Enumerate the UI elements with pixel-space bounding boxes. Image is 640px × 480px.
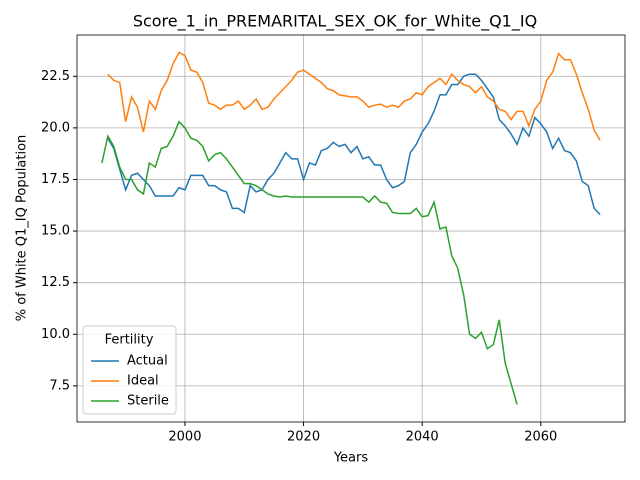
legend-label: Sterile bbox=[127, 394, 169, 409]
plot-frame bbox=[76, 34, 626, 423]
x-axis-label: Years bbox=[333, 451, 369, 466]
y-tick-label: 7.5 bbox=[49, 378, 70, 393]
line-series bbox=[107, 73, 601, 216]
x-tick-label: 2000 bbox=[168, 430, 201, 445]
line-series bbox=[101, 120, 518, 405]
y-axis-label: % of White Q1_IQ Population bbox=[15, 135, 30, 322]
y-tick-label: 17.5 bbox=[41, 172, 70, 187]
legend-title: Fertility bbox=[105, 333, 154, 348]
x-tick-label: 2060 bbox=[524, 430, 557, 445]
y-tick-label: 12.5 bbox=[41, 275, 70, 290]
y-tick-label: 15.0 bbox=[41, 224, 70, 239]
line-series bbox=[107, 51, 601, 141]
legend-label: Actual bbox=[127, 354, 168, 369]
x-tick-label: 2040 bbox=[406, 430, 439, 445]
x-tick-label: 2020 bbox=[287, 430, 320, 445]
y-tick-label: 20.0 bbox=[41, 120, 70, 135]
chart-title: Score_1_in_PREMARITAL_SEX_OK_for_White_Q… bbox=[133, 12, 537, 32]
legend-box bbox=[82, 325, 177, 415]
y-tick-label: 22.5 bbox=[41, 69, 70, 84]
y-tick-label: 10.0 bbox=[41, 327, 70, 342]
legend-label: Ideal bbox=[127, 374, 159, 389]
